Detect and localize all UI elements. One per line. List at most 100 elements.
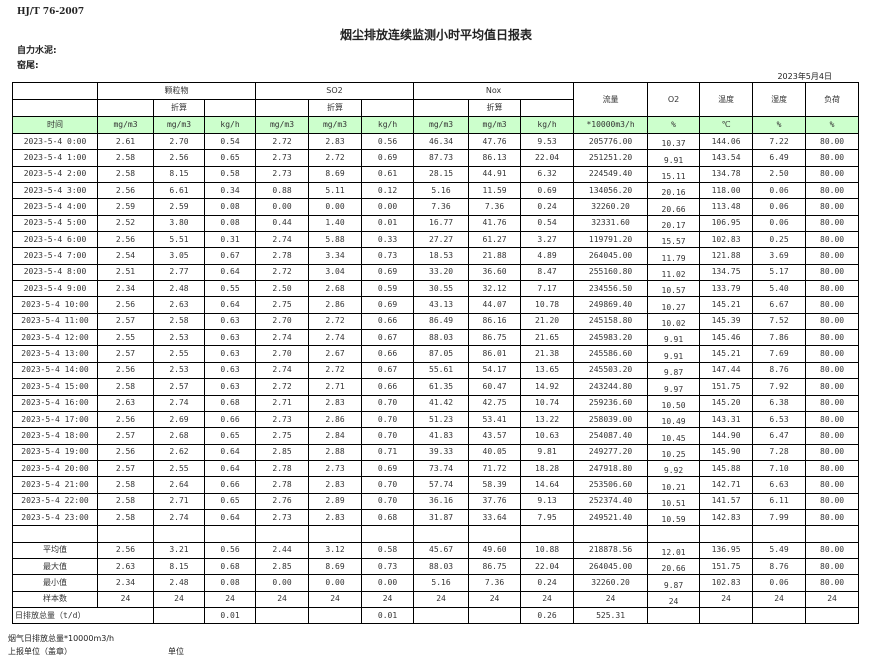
value-cell: 0.00 — [308, 574, 363, 592]
value-cell: 0.54 — [520, 214, 575, 233]
value-cell: 24 — [308, 590, 363, 608]
empty-cell — [805, 525, 860, 543]
value-cell: 134056.20 — [573, 182, 649, 200]
row-label: 2023-5-4 2:00 — [12, 165, 98, 184]
empty-cell — [255, 606, 310, 625]
value-cell: 86.01 — [468, 345, 522, 363]
empty-cell — [203, 525, 257, 543]
value-cell: 7.92 — [752, 378, 807, 396]
value-cell: 9.53 — [520, 132, 575, 151]
value-cell: 24 — [647, 590, 701, 608]
row-label: 2023-5-4 16:00 — [12, 394, 98, 412]
value-cell: 80.00 — [805, 476, 860, 494]
value-cell: 24 — [752, 590, 807, 608]
value-cell: 224549.40 — [573, 165, 649, 184]
value-cell: 7.36 — [468, 574, 522, 592]
value-cell: 245983.20 — [573, 329, 649, 347]
value-cell: 0.31 — [203, 231, 257, 249]
value-cell: 7.86 — [752, 329, 807, 347]
value-cell: 86.75 — [468, 557, 522, 576]
value-cell: 2.74 — [255, 329, 310, 347]
value-cell: 0.67 — [361, 361, 415, 380]
value-cell: 0.67 — [361, 329, 415, 347]
value-cell: 28.15 — [413, 165, 470, 184]
value-cell: 0.70 — [361, 394, 415, 412]
value-cell: 0.69 — [361, 149, 415, 167]
value-cell: 10.02 — [647, 312, 701, 331]
value-cell: 60.47 — [468, 378, 522, 396]
value-cell: 24 — [520, 590, 575, 608]
value-cell: 80.00 — [805, 263, 860, 282]
value-cell: 2.71 — [153, 492, 205, 510]
value-cell: 254087.40 — [573, 427, 649, 445]
daily-total-label: 日排放总量（t/d） — [12, 606, 154, 625]
value-cell: 2.56 — [97, 361, 154, 380]
unit-cell: ℃ — [699, 116, 754, 134]
value-cell: 2.54 — [97, 247, 154, 265]
empty-cell — [361, 525, 415, 543]
value-cell: 21.20 — [520, 312, 575, 331]
value-cell: 80.00 — [805, 231, 860, 249]
value-cell: 2.83 — [308, 132, 363, 151]
value-cell: 6.63 — [752, 476, 807, 494]
row-label: 2023-5-4 12:00 — [12, 329, 98, 347]
report-table: 颗粒物 SO2 Nox 流量 O2 温度 湿度 负荷 折算 折算 折算 时间 mg… — [12, 82, 860, 625]
value-cell: 80.00 — [805, 198, 860, 216]
table-row: 2023-5-4 11:00 2.57 2.58 0.63 2.70 2.72 0.66 86… — [12, 312, 860, 331]
value-cell: 33.20 — [413, 263, 470, 282]
value-cell: 0.58 — [203, 165, 257, 184]
header-blank — [520, 99, 575, 117]
flue-total-label: 烟气日排放总量*10000m3/h — [8, 634, 115, 643]
value-cell: 10.21 — [647, 476, 701, 494]
row-label: 样本数 — [12, 590, 98, 608]
value-cell: 8.47 — [520, 263, 575, 282]
value-cell: 24 — [203, 590, 257, 608]
empty-cell — [647, 606, 701, 625]
value-cell: 11.79 — [647, 247, 701, 265]
value-cell: 2.74 — [255, 361, 310, 380]
value-cell: 20.66 — [647, 198, 701, 216]
row-label: 2023-5-4 22:00 — [12, 492, 98, 510]
value-cell: 20.17 — [647, 214, 701, 233]
value-cell: 0.64 — [203, 459, 257, 478]
value-cell: 0.08 — [203, 198, 257, 216]
value-cell: 119791.20 — [573, 231, 649, 249]
row-label: 最小值 — [12, 574, 98, 592]
table-row: 2023-5-4 15:00 2.58 2.57 0.63 2.72 2.71 0.66 61… — [12, 378, 860, 396]
value-cell: 14.64 — [520, 476, 575, 494]
value-cell: 9.81 — [520, 443, 575, 461]
value-cell: 24 — [153, 590, 205, 608]
value-cell: 2.72 — [255, 132, 310, 151]
value-cell: 71.72 — [468, 459, 522, 478]
value-cell: 54.17 — [468, 361, 522, 380]
value-cell: 0.01 — [203, 606, 257, 625]
value-cell: 2.88 — [308, 443, 363, 461]
value-cell: 2.71 — [308, 378, 363, 396]
value-cell: 2.61 — [97, 132, 154, 151]
value-cell: 86.49 — [413, 312, 470, 331]
value-cell: 2.70 — [255, 312, 310, 331]
row-label: 2023-5-4 20:00 — [12, 459, 98, 478]
value-cell: 2.58 — [97, 378, 154, 396]
value-cell: 0.65 — [203, 149, 257, 167]
row-label: 2023-5-4 5:00 — [12, 214, 98, 233]
value-cell: 10.88 — [520, 541, 575, 559]
unit-cell: mg/m3 — [308, 116, 363, 134]
value-cell: 80.00 — [805, 312, 860, 331]
value-cell: 15.11 — [647, 165, 701, 184]
value-cell: 525.31 — [573, 606, 649, 625]
value-cell: 80.00 — [805, 557, 860, 576]
value-cell: 0.00 — [308, 198, 363, 216]
header-blank — [255, 99, 310, 117]
stats-row: 平均值 2.56 3.21 0.56 2.44 3.12 0.58 45.67 49.60 10.… — [12, 541, 860, 559]
value-cell: 51.23 — [413, 410, 470, 429]
value-cell: 3.34 — [308, 247, 363, 265]
value-cell: 5.88 — [308, 231, 363, 249]
value-cell: 2.57 — [97, 345, 154, 363]
value-cell: 0.06 — [752, 574, 807, 592]
value-cell: 2.74 — [153, 394, 205, 412]
value-cell: 2.52 — [97, 214, 154, 233]
value-cell: 61.35 — [413, 378, 470, 396]
value-cell: 205776.00 — [573, 132, 649, 151]
row-label: 2023-5-4 11:00 — [12, 312, 98, 331]
